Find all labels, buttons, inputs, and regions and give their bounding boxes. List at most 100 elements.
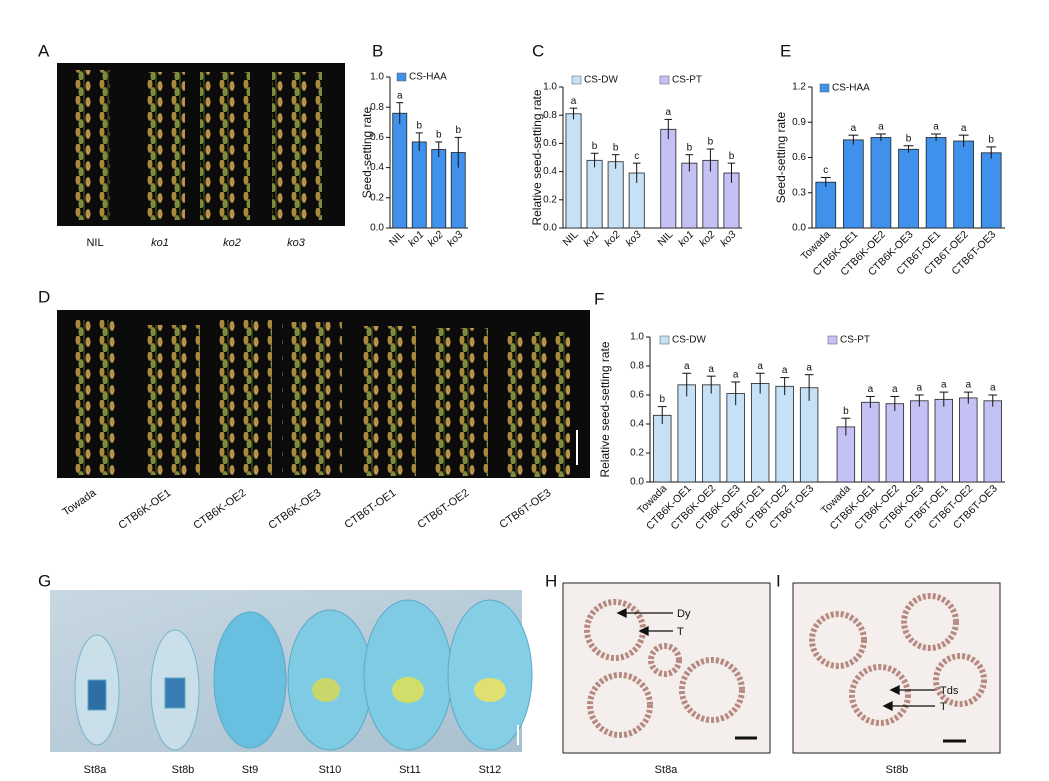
significance-letter: b — [659, 394, 665, 405]
y-tick-label: 0.8 — [370, 102, 384, 113]
photo-label: CTB6T-OE3 — [497, 487, 553, 531]
y-tick-label: 0.9 — [792, 117, 806, 128]
x-tick-label: ko2 — [425, 228, 446, 249]
significance-letter: a — [917, 383, 923, 394]
bar — [934, 398, 954, 483]
photo-label: ko1 — [151, 237, 169, 249]
significance-letter: a — [868, 384, 874, 395]
bar — [677, 384, 696, 483]
photo-label: ko2 — [223, 237, 241, 249]
x-tick-label: NIL — [655, 228, 675, 248]
y-tick-label: 0.2 — [543, 194, 557, 205]
y-tick-label: 0.4 — [543, 166, 557, 177]
bar — [799, 387, 819, 483]
legend-label: CS-DW — [672, 335, 706, 346]
photo-label: CTB6T-OE1 — [342, 487, 398, 531]
bar — [392, 112, 408, 229]
significance-letter: a — [851, 123, 857, 134]
panel-label: C — [532, 41, 544, 60]
annotation: Dy — [677, 608, 691, 620]
x-tick-label: ko2 — [697, 228, 718, 249]
significance-letter: a — [708, 364, 714, 375]
panel-label: H — [545, 571, 557, 590]
photo-labels: Towada CTB6K-OE1 CTB6K-OE2 CTB6K-OE3 CTB… — [60, 487, 553, 532]
x-tick-label: ko1 — [581, 229, 601, 249]
legend-swatch — [571, 75, 582, 85]
significance-letter: a — [733, 370, 739, 381]
bar — [653, 414, 672, 483]
bar — [411, 141, 427, 229]
annotation: T — [940, 701, 947, 713]
y-tick-label: 0.6 — [543, 138, 557, 149]
y-tick-label: 0.4 — [630, 419, 644, 430]
significance-letter: b — [592, 141, 598, 152]
bar — [885, 403, 905, 483]
photo-label: NIL — [86, 237, 103, 249]
photo-label: ko3 — [287, 237, 306, 249]
significance-letter: a — [684, 361, 690, 372]
significance-letter: b — [613, 142, 619, 153]
y-tick-label: 0.2 — [370, 192, 384, 203]
y-tick-label: 0.0 — [792, 223, 806, 234]
legend-swatch — [819, 83, 830, 93]
x-tick-label: ko3 — [445, 228, 466, 249]
significance-letter: b — [906, 133, 912, 144]
significance-letter: b — [436, 130, 442, 141]
photo-label: CTB6K-OE2 — [191, 487, 248, 532]
y-tick-label: 0.6 — [370, 132, 384, 143]
significance-letter: b — [455, 125, 461, 136]
photo-label: St10 — [319, 764, 342, 776]
bar — [898, 148, 919, 229]
y-tick-label: 1.0 — [630, 332, 644, 343]
significance-letter: a — [571, 96, 577, 107]
significance-letter: b — [843, 406, 849, 417]
photo — [792, 582, 1001, 754]
bar — [750, 382, 770, 483]
y-axis-label: Seed-setting rate — [360, 106, 374, 198]
significance-letter: a — [961, 123, 967, 134]
significance-letter: a — [941, 380, 947, 391]
y-tick-label: 1.2 — [792, 82, 806, 93]
y-tick-label: 1.0 — [370, 72, 384, 83]
significance-letter: a — [965, 380, 971, 391]
significance-letter: a — [782, 365, 788, 376]
significance-letter: a — [933, 122, 939, 133]
photo-label: St9 — [242, 764, 259, 776]
bar — [607, 161, 624, 229]
arrows — [882, 684, 935, 712]
y-tick-label: 0.3 — [792, 187, 806, 198]
significance-letter: b — [729, 151, 735, 162]
bar — [843, 139, 864, 229]
legend-label: CS-PT — [672, 75, 702, 86]
legend-label: CS-HAA — [832, 83, 870, 94]
panicles — [70, 70, 322, 220]
panel-label: D — [38, 287, 50, 306]
bar — [953, 140, 974, 229]
bar — [775, 385, 794, 483]
significance-letter: a — [878, 122, 884, 133]
significance-letter: b — [687, 142, 693, 153]
bar — [910, 400, 929, 483]
anthers — [74, 599, 533, 751]
y-tick-label: 0.0 — [370, 223, 384, 234]
y-tick-label: 0.8 — [543, 110, 557, 121]
bar — [815, 181, 837, 229]
x-tick-label: ko3 — [623, 228, 644, 249]
y-axis-label: Relative seed-setting rate — [530, 89, 544, 225]
bar — [983, 400, 1002, 483]
photo-label: St12 — [479, 764, 502, 776]
bar — [586, 159, 603, 229]
annotation: Tds — [940, 685, 959, 697]
photo-caption: St8a — [655, 764, 679, 776]
photo-label: St8a — [84, 764, 108, 776]
y-axis-label: Seed-setting rate — [774, 111, 788, 203]
x-tick-label: NIL — [561, 228, 581, 248]
bar — [959, 397, 978, 483]
y-tick-label: 0.8 — [630, 361, 644, 372]
y-tick-label: 0.0 — [630, 477, 644, 488]
bar — [660, 128, 677, 229]
bar — [431, 149, 447, 229]
y-tick-label: 0.4 — [370, 162, 384, 173]
x-tick-label: NIL — [387, 228, 407, 248]
significance-letter: a — [990, 383, 996, 394]
